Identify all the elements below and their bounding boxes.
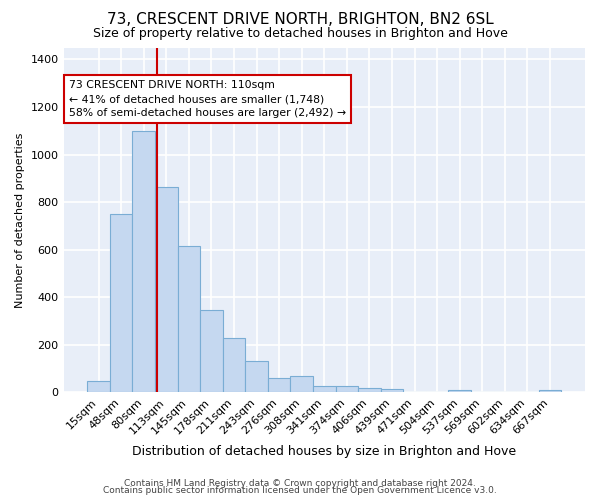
Text: Size of property relative to detached houses in Brighton and Hove: Size of property relative to detached ho… xyxy=(92,28,508,40)
Bar xyxy=(155,186,178,392)
Text: 73, CRESCENT DRIVE NORTH, BRIGHTON, BN2 6SL: 73, CRESCENT DRIVE NORTH, BRIGHTON, BN2 … xyxy=(107,12,493,28)
Bar xyxy=(87,380,110,392)
Bar xyxy=(245,361,268,392)
Bar xyxy=(539,390,561,392)
Y-axis label: Number of detached properties: Number of detached properties xyxy=(15,132,25,308)
Bar xyxy=(448,390,471,392)
Bar xyxy=(223,338,245,392)
Bar xyxy=(335,386,358,392)
Bar xyxy=(313,386,335,392)
Bar xyxy=(268,378,290,392)
Bar xyxy=(381,390,403,392)
Text: 73 CRESCENT DRIVE NORTH: 110sqm
← 41% of detached houses are smaller (1,748)
58%: 73 CRESCENT DRIVE NORTH: 110sqm ← 41% of… xyxy=(69,80,346,118)
Bar xyxy=(290,376,313,392)
Bar xyxy=(110,214,133,392)
Bar xyxy=(178,246,200,392)
Text: Contains public sector information licensed under the Open Government Licence v3: Contains public sector information licen… xyxy=(103,486,497,495)
Bar xyxy=(200,310,223,392)
Text: Contains HM Land Registry data © Crown copyright and database right 2024.: Contains HM Land Registry data © Crown c… xyxy=(124,478,476,488)
Bar xyxy=(133,131,155,392)
Bar xyxy=(358,388,381,392)
X-axis label: Distribution of detached houses by size in Brighton and Hove: Distribution of detached houses by size … xyxy=(132,444,517,458)
